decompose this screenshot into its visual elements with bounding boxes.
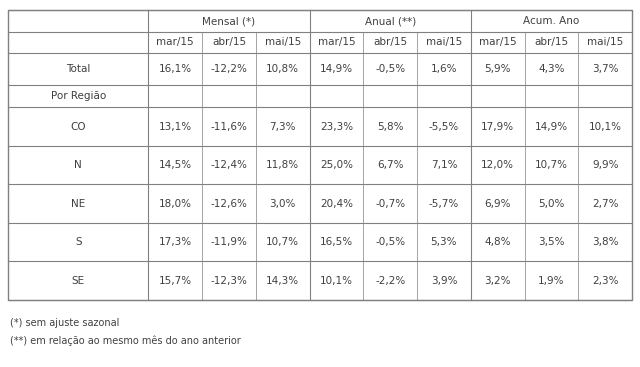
Text: 3,9%: 3,9% [431, 276, 457, 286]
Text: 3,8%: 3,8% [592, 237, 618, 247]
Text: 2,7%: 2,7% [592, 199, 618, 209]
Text: 10,1%: 10,1% [320, 276, 353, 286]
Text: 4,8%: 4,8% [484, 237, 511, 247]
Text: 1,9%: 1,9% [538, 276, 564, 286]
Text: mar/15: mar/15 [156, 37, 194, 47]
Text: 5,9%: 5,9% [484, 64, 511, 74]
Text: 7,1%: 7,1% [431, 160, 457, 170]
Text: 3,7%: 3,7% [592, 64, 618, 74]
Text: 2,3%: 2,3% [592, 276, 618, 286]
Text: 3,0%: 3,0% [269, 199, 296, 209]
Text: 17,3%: 17,3% [159, 237, 192, 247]
Text: 9,9%: 9,9% [592, 160, 618, 170]
Text: 5,8%: 5,8% [377, 121, 403, 132]
Text: 4,3%: 4,3% [538, 64, 564, 74]
Text: 12,0%: 12,0% [481, 160, 514, 170]
Text: 10,7%: 10,7% [535, 160, 568, 170]
Text: 14,5%: 14,5% [159, 160, 192, 170]
Text: 3,5%: 3,5% [538, 237, 564, 247]
Text: 13,1%: 13,1% [159, 121, 192, 132]
Text: 15,7%: 15,7% [159, 276, 192, 286]
Text: mai/15: mai/15 [426, 37, 462, 47]
Text: -0,5%: -0,5% [375, 64, 405, 74]
Text: 16,1%: 16,1% [159, 64, 192, 74]
Text: Por Região: Por Região [51, 91, 106, 101]
Text: -12,2%: -12,2% [211, 64, 248, 74]
Text: -5,7%: -5,7% [429, 199, 459, 209]
Text: 25,0%: 25,0% [320, 160, 353, 170]
Bar [8, 10, 632, 300]
Text: S: S [75, 237, 81, 247]
Text: 11,8%: 11,8% [266, 160, 300, 170]
Text: 16,5%: 16,5% [320, 237, 353, 247]
Text: -11,6%: -11,6% [211, 121, 248, 132]
Text: mai/15: mai/15 [264, 37, 301, 47]
Text: 17,9%: 17,9% [481, 121, 514, 132]
Text: Mensal (*): Mensal (*) [202, 16, 255, 26]
Text: mar/15: mar/15 [479, 37, 516, 47]
Text: 14,9%: 14,9% [320, 64, 353, 74]
Text: 5,3%: 5,3% [431, 237, 457, 247]
Text: abr/15: abr/15 [373, 37, 407, 47]
Text: mai/15: mai/15 [587, 37, 623, 47]
Text: -2,2%: -2,2% [375, 276, 405, 286]
Text: 5,0%: 5,0% [538, 199, 564, 209]
Text: SE: SE [72, 276, 84, 286]
Text: -12,6%: -12,6% [211, 199, 248, 209]
Text: -5,5%: -5,5% [429, 121, 459, 132]
Text: Anual (**): Anual (**) [365, 16, 416, 26]
Text: -11,9%: -11,9% [211, 237, 248, 247]
Text: Total: Total [66, 64, 90, 74]
Text: 10,8%: 10,8% [266, 64, 300, 74]
Text: (*) sem ajuste sazonal: (*) sem ajuste sazonal [10, 318, 120, 328]
Text: -12,4%: -12,4% [211, 160, 248, 170]
Text: 14,3%: 14,3% [266, 276, 300, 286]
Text: 20,4%: 20,4% [320, 199, 353, 209]
Text: N: N [74, 160, 82, 170]
Text: Acum. Ano: Acum. Ano [524, 16, 580, 26]
Text: 6,7%: 6,7% [377, 160, 403, 170]
Text: 18,0%: 18,0% [159, 199, 192, 209]
Text: 3,2%: 3,2% [484, 276, 511, 286]
Text: (**) em relação ao mesmo mês do ano anterior: (**) em relação ao mesmo mês do ano ante… [10, 336, 241, 346]
Text: abr/15: abr/15 [212, 37, 246, 47]
Text: 7,3%: 7,3% [269, 121, 296, 132]
Text: 14,9%: 14,9% [535, 121, 568, 132]
Text: CO: CO [70, 121, 86, 132]
Text: abr/15: abr/15 [534, 37, 568, 47]
Text: NE: NE [71, 199, 85, 209]
Text: mar/15: mar/15 [317, 37, 355, 47]
Text: 10,7%: 10,7% [266, 237, 300, 247]
Text: 1,6%: 1,6% [431, 64, 457, 74]
Text: -12,3%: -12,3% [211, 276, 248, 286]
Text: 6,9%: 6,9% [484, 199, 511, 209]
Text: 23,3%: 23,3% [320, 121, 353, 132]
Text: 10,1%: 10,1% [589, 121, 621, 132]
Text: -0,7%: -0,7% [375, 199, 405, 209]
Text: -0,5%: -0,5% [375, 237, 405, 247]
